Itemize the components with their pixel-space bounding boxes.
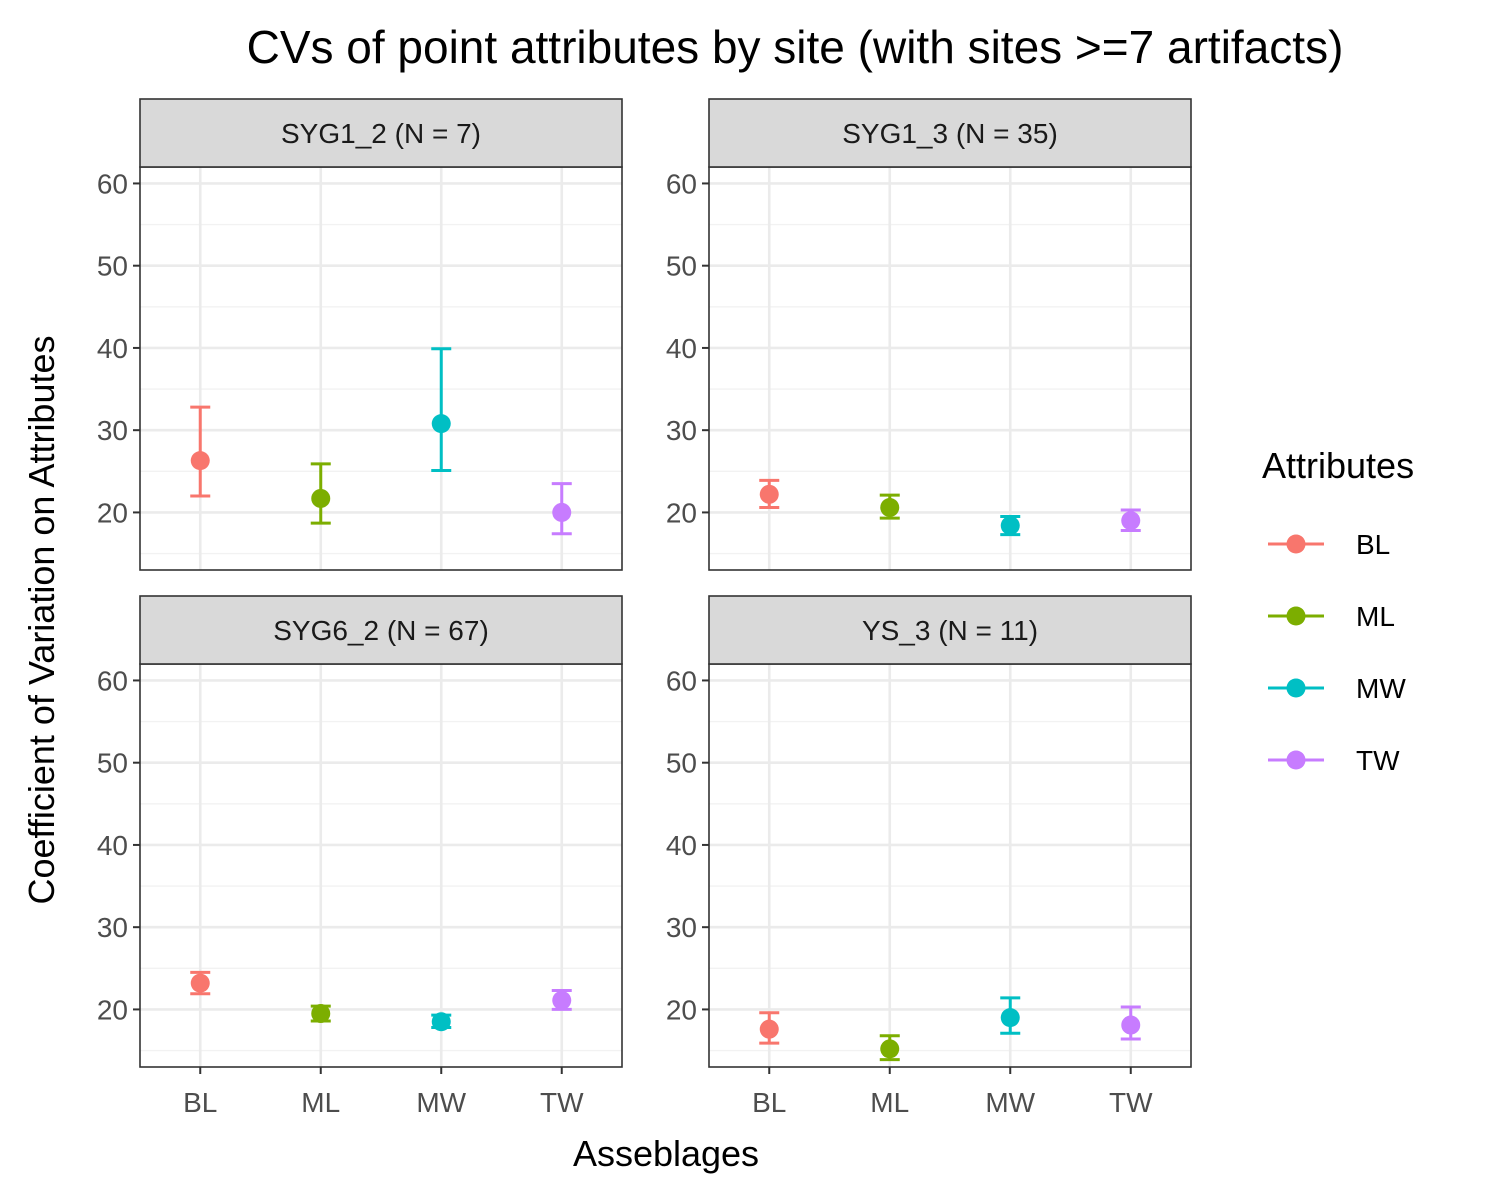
data-point	[759, 484, 779, 504]
x-tick-label: BL	[752, 1087, 786, 1118]
legend-entry: ML	[1268, 601, 1395, 632]
data-point	[1000, 1008, 1020, 1028]
panel-background	[140, 664, 622, 1067]
legend-label: ML	[1356, 601, 1395, 632]
y-tick-label: 60	[666, 665, 697, 696]
data-point	[190, 451, 210, 471]
legend-key-point	[1286, 750, 1306, 770]
legend: Attributes BL ML MW TW	[1262, 445, 1414, 776]
legend-key-point	[1286, 606, 1306, 626]
y-tick-label: 30	[666, 912, 697, 943]
y-tick-label: 60	[666, 168, 697, 199]
strip-background	[139, 98, 623, 168]
y-tick-label: 30	[97, 912, 128, 943]
x-tick-label: ML	[301, 1087, 340, 1118]
x-tick-label: MW	[416, 1087, 466, 1118]
legend-entry: TW	[1268, 745, 1400, 776]
panel-background	[709, 664, 1191, 1067]
data-point	[431, 1012, 451, 1032]
facet-panel: SYG1_3 (N = 35) 20 30 40 50 60	[666, 98, 1192, 571]
x-axis-title: Asseblages	[573, 1133, 759, 1174]
y-tick-label: 20	[666, 497, 697, 528]
y-tick-label: 20	[666, 994, 697, 1025]
legend-key-point	[1286, 534, 1306, 554]
facet-panel: SYG1_2 (N = 7) 20 30 40 50 60	[97, 98, 623, 571]
panel-background	[140, 167, 622, 570]
y-tick-label: 30	[97, 415, 128, 446]
x-tick-label: ML	[870, 1087, 909, 1118]
strip-background	[139, 595, 623, 665]
x-tick-label: TW	[1109, 1087, 1153, 1118]
y-axis-title: Coefficient of Variation on Attributes	[21, 335, 62, 904]
y-tick-label: 50	[666, 748, 697, 779]
data-point	[1000, 516, 1020, 536]
legend-title: Attributes	[1262, 445, 1414, 486]
chart-title: CVs of point attributes by site (with si…	[247, 21, 1344, 73]
data-point	[311, 488, 331, 508]
y-tick-label: 50	[97, 251, 128, 282]
y-tick-label: 20	[97, 497, 128, 528]
y-tick-label: 40	[97, 333, 128, 364]
data-point	[1121, 1015, 1141, 1035]
data-point	[759, 1019, 779, 1039]
strip-label: SYG1_2 (N = 7)	[281, 118, 481, 149]
data-point	[552, 990, 572, 1010]
legend-label: MW	[1356, 673, 1406, 704]
data-point	[880, 1039, 900, 1059]
strip-background	[708, 98, 1192, 168]
facet-panel: SYG6_2 (N = 67) 20 30 40 50 60 BL ML MW TW	[97, 595, 623, 1118]
y-tick-label: 50	[666, 251, 697, 282]
data-point	[1121, 511, 1141, 531]
legend-key-point	[1286, 678, 1306, 698]
x-tick-label: MW	[985, 1087, 1035, 1118]
data-point	[431, 414, 451, 434]
strip-background	[708, 595, 1192, 665]
strip-label: SYG1_3 (N = 35)	[842, 118, 1058, 149]
data-point	[311, 1004, 331, 1024]
error-bar	[431, 347, 452, 472]
data-point	[190, 973, 210, 993]
facet-panels: SYG1_2 (N = 7) 20 30 40 50 60 SYG1_3 (N = 35) 2…	[97, 98, 1192, 1118]
y-tick-label: 40	[666, 830, 697, 861]
legend-label: TW	[1356, 745, 1400, 776]
x-tick-label: TW	[540, 1087, 584, 1118]
y-tick-label: 30	[666, 415, 697, 446]
x-tick-label: BL	[183, 1087, 217, 1118]
y-tick-label: 40	[666, 333, 697, 364]
y-tick-label: 60	[97, 665, 128, 696]
data-point	[552, 502, 572, 522]
facet-panel: YS_3 (N = 11) 20 30 40 50 60 BL ML MW TW	[666, 595, 1192, 1118]
legend-entry: BL	[1268, 529, 1390, 560]
legend-label: BL	[1356, 529, 1390, 560]
y-tick-label: 40	[97, 830, 128, 861]
y-tick-label: 50	[97, 748, 128, 779]
y-tick-label: 60	[97, 168, 128, 199]
strip-label: SYG6_2 (N = 67)	[273, 615, 489, 646]
y-tick-label: 20	[97, 994, 128, 1025]
data-point	[880, 497, 900, 517]
strip-label: YS_3 (N = 11)	[862, 615, 1038, 646]
legend-entry: MW	[1268, 673, 1406, 704]
panel-background	[709, 167, 1191, 570]
